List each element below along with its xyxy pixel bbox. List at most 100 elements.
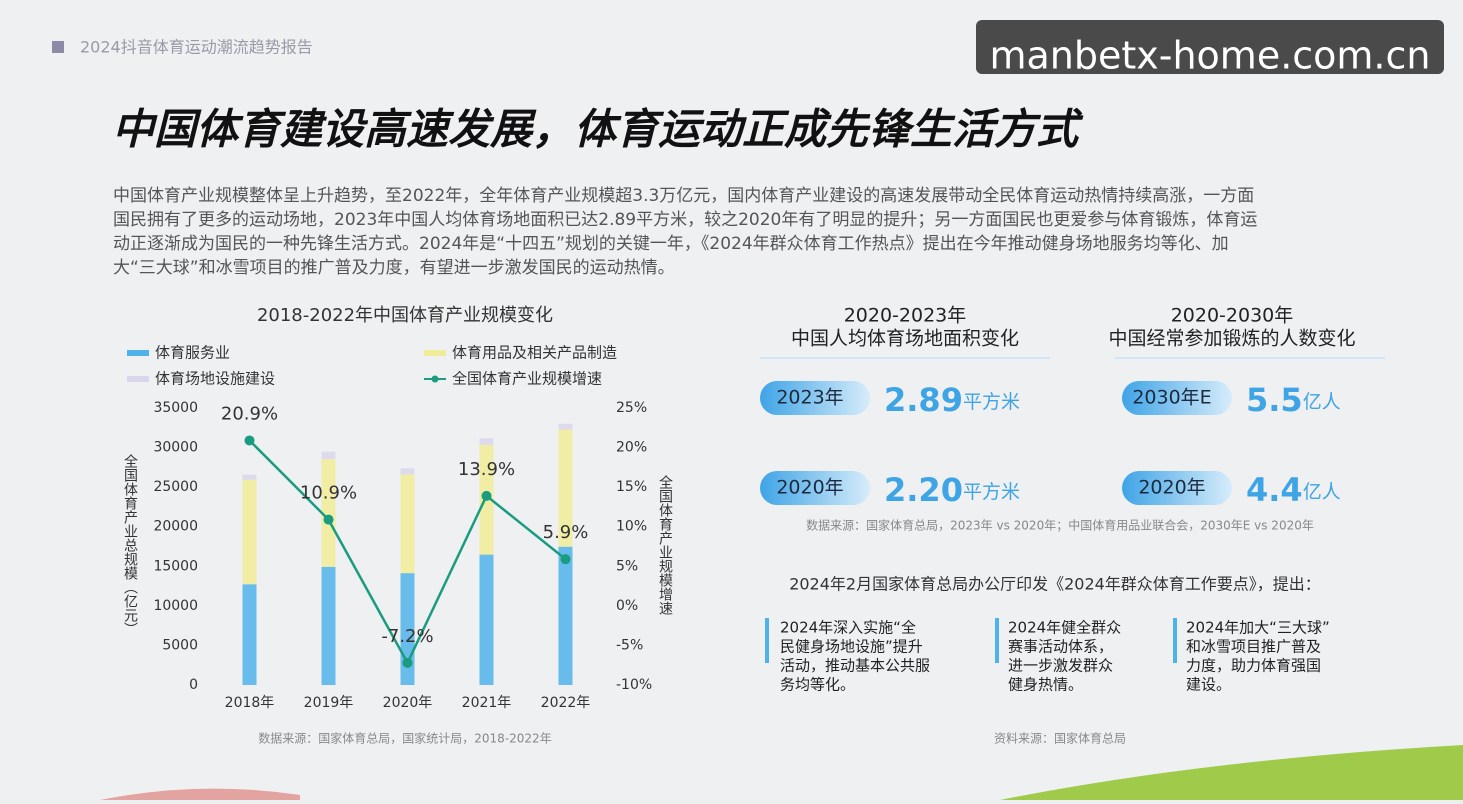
stat-value: 4.4 (1246, 471, 1303, 509)
data-label: 20.9% (221, 403, 278, 424)
y-tick-label: 25000 (153, 479, 198, 495)
y2-tick-label: 0% (616, 598, 638, 614)
notice-line: 力度，助力体育强国 (1186, 657, 1321, 675)
panels-source: 数据来源：国家体育总局，2023年 vs 2020年；中国体育用品业联合会，20… (806, 518, 1314, 533)
bar-segment (558, 429, 573, 547)
bar-segment (242, 584, 257, 685)
chart-source: 数据来源：国家体育总局，国家统计局，2018-2022年 (258, 731, 551, 746)
stat-pill (760, 381, 870, 415)
y-tick-label: 0 (189, 677, 198, 693)
bar-segment (558, 423, 573, 430)
legend-label: 全国体育产业规模增速 (452, 370, 602, 388)
bar-segment (479, 554, 494, 685)
growth-point (481, 490, 492, 501)
y2-tick-label: 10% (616, 519, 647, 535)
y2-tick-label: 25% (616, 400, 647, 416)
data-label: 13.9% (458, 459, 515, 480)
y2-tick-label: 5% (616, 558, 638, 574)
stat-text: 2.20平方米 (884, 471, 1020, 509)
legend-swatch (424, 350, 446, 356)
stat-label: 2020年 (1138, 477, 1205, 499)
stat-value: 5.5 (1246, 381, 1303, 419)
grass-decoration (1000, 745, 1463, 800)
notice-line: 务均等化。 (780, 676, 855, 694)
chart-title: 2018-2022年中国体育产业规模变化 (257, 305, 553, 326)
notice-heading: 2024年2月国家体育总局办公厅印发《2024年群众体育工作要点》，提出： (789, 575, 1321, 594)
legend-label: 体育服务业 (155, 344, 230, 362)
bar-segment (321, 451, 336, 460)
x-tick-label: 2021年 (462, 695, 512, 711)
y2-tick-label: 20% (616, 440, 647, 456)
stat-text: 5.5亿人 (1246, 381, 1341, 419)
stat-value: 2.89 (884, 381, 963, 419)
notice-source: 资料来源：国家体育总局 (994, 731, 1126, 746)
intro-line: 中国体育产业规模整体呈上升趋势，至2022年，全年体育产业规模超3.3万亿元，国… (113, 186, 1254, 206)
y-tick-label: 5000 (162, 637, 198, 653)
corner-decoration (100, 788, 300, 800)
intro-line: 国民拥有了更多的运动场地，2023年中国人均体育场地面积已达2.89平方米，较之… (113, 210, 1257, 230)
notice-bar (1173, 618, 1177, 663)
x-tick-label: 2018年 (225, 695, 275, 711)
y2-tick-label: -5% (616, 637, 643, 653)
y-tick-label: 30000 (153, 440, 198, 456)
y2-axis-label: 全国体育产业规模增速 (657, 474, 673, 616)
y-tick-label: 20000 (153, 519, 198, 535)
data-label: 10.9% (300, 483, 357, 504)
bar-segment (400, 474, 415, 574)
intro-line: 动正逐渐成为国民的一种先锋生活方式。2024年是“十四五”规划的关键一年，《20… (113, 234, 1229, 254)
notice-line: 2024年深入实施“全 (780, 619, 916, 637)
legend-swatch (127, 350, 149, 356)
bar-segment (242, 479, 257, 585)
notice-bar (765, 618, 769, 663)
header-marker (52, 41, 64, 53)
stat-value: 2.20 (884, 471, 963, 509)
stat-pill (1122, 471, 1232, 505)
stat-pill (760, 471, 870, 505)
legend-label: 体育场地设施建设 (155, 370, 275, 388)
y2-tick-label: 15% (616, 479, 647, 495)
notice-line: 健身热情。 (1008, 676, 1083, 694)
notice-line: 建设。 (1186, 676, 1231, 694)
y2-tick-label: -10% (616, 677, 652, 693)
stat-unit: 亿人 (1303, 481, 1341, 503)
report-label: 2024抖音体育运动潮流趋势报告 (80, 38, 313, 57)
y-tick-label: 15000 (153, 558, 198, 574)
stat-label: 2030年E (1132, 387, 1211, 409)
y-axis-label: 全国体育产业总规模（亿元） (122, 453, 138, 636)
data-label: -7.2% (381, 626, 433, 647)
stat-unit: 亿人 (1303, 391, 1341, 413)
bar-segment (321, 566, 336, 685)
bar-segment (321, 459, 336, 567)
y-tick-label: 10000 (153, 598, 198, 614)
y-tick-label: 35000 (153, 400, 198, 416)
panel-title: 中国经常参加锻炼的人数变化 (1108, 328, 1355, 350)
stat-label: 2020年 (776, 477, 843, 499)
panel-title: 2020-2030年 (1171, 305, 1294, 327)
bar-segment (479, 438, 494, 445)
growth-point (323, 514, 334, 525)
x-tick-label: 2022年 (541, 695, 591, 711)
legend-swatch (431, 375, 439, 383)
growth-point (402, 657, 413, 668)
stat-label: 2023年 (776, 387, 843, 409)
x-tick-label: 2019年 (304, 695, 354, 711)
panel-title: 中国人均体育场地面积变化 (791, 328, 1019, 350)
notice-line: 和冰雪项目推广普及 (1186, 638, 1321, 656)
data-label: 5.9% (543, 522, 589, 543)
notice-line: 活动，推动基本公共服 (780, 657, 930, 675)
panel-title: 2020-2023年 (844, 305, 967, 327)
watermark: manbetx-home.com.cn (989, 34, 1430, 78)
growth-point (560, 554, 571, 565)
page-title: 中国体育建设高速发展，体育运动正成先锋生活方式 (112, 105, 1084, 154)
stat-text: 4.4亿人 (1246, 471, 1341, 509)
stat-unit: 平方米 (963, 481, 1020, 503)
notice-bar (995, 618, 999, 663)
notice-line: 赛事活动体系， (1008, 638, 1113, 656)
stat-text: 2.89平方米 (884, 381, 1020, 419)
bar-segment (400, 468, 415, 475)
bar-segment (558, 546, 573, 685)
notice-line: 民健身场地设施”提升 (780, 638, 923, 656)
stat-pill (1122, 381, 1232, 415)
